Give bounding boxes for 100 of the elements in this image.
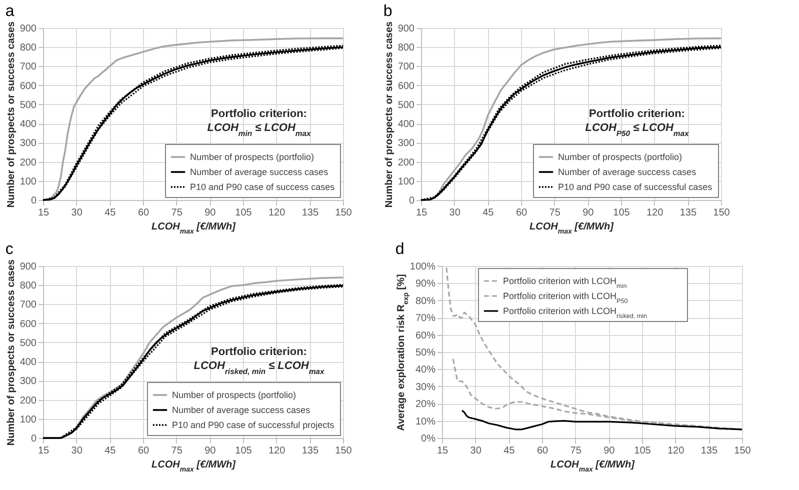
y-tick-label: 100 [20, 176, 37, 188]
y-tick-label: 400 [20, 119, 37, 130]
x-tick-label: 60 [138, 208, 150, 218]
x-tick-label: 15 [38, 208, 50, 218]
y-tick-label: 800 [20, 42, 37, 54]
x-tick-label: 60 [138, 446, 150, 456]
x-tick-label: 45 [104, 208, 116, 218]
x-tick-label: 75 [171, 208, 183, 218]
x-tick-label: 105 [613, 208, 630, 218]
x-tick-label: 60 [516, 208, 528, 218]
x-tick-label: 45 [504, 446, 516, 456]
x-tick-label: 105 [235, 208, 252, 218]
legend-label: Number of average success cases [172, 405, 311, 415]
y-tick-label: 900 [20, 24, 37, 34]
legend-label: Number of prospects (portfolio) [558, 152, 682, 162]
annotation: Portfolio criterion: [211, 346, 307, 358]
x-tick-label: 135 [302, 446, 319, 456]
y-tick-label: 700 [398, 62, 415, 73]
x-tick-label: 45 [482, 208, 494, 218]
chart-title: c [5, 240, 14, 258]
x-tick-label: 75 [549, 208, 561, 218]
legend-label: P10 and P90 case of successful cases [558, 182, 713, 192]
x-tick-label: 150 [734, 446, 752, 456]
y-tick-label: 500 [398, 100, 415, 111]
x-tick-label: 90 [204, 208, 216, 218]
x-tick-label: 120 [646, 208, 664, 218]
x-tick-label: 150 [335, 208, 352, 218]
y-axis-title: Number of prospects or success cases [384, 20, 395, 208]
y-tick-label: 400 [20, 357, 37, 368]
x-tick-label: 90 [604, 446, 616, 456]
x-tick-label: 30 [470, 446, 482, 456]
x-tick-label: 150 [713, 208, 730, 218]
y-tick-label: 600 [398, 80, 415, 92]
y-tick-label: 300 [398, 138, 415, 150]
y-tick-label: 400 [398, 119, 415, 130]
legend-label: Portfolio criterion with LCOH$_{P50}$ [503, 291, 628, 304]
y-tick-label: 0 [30, 196, 37, 206]
y-tick-label: 900 [20, 262, 37, 272]
x-axis-title: LCOH$_{max}$ [€/MWh] [550, 460, 636, 473]
legend-label: Portfolio criterion with LCOH$_{risked, min}$ [503, 306, 648, 320]
chart-title: d [395, 240, 404, 258]
y-axis-title: Number of prospects or success cases [6, 258, 17, 446]
y-tick-label: 80% [415, 296, 436, 307]
y-axis-title: Number of prospects or success cases [6, 20, 17, 208]
annotation: Portfolio criterion: [211, 108, 307, 120]
y-tick-label: 50% [415, 348, 436, 358]
y-tick-label: 10% [415, 416, 436, 428]
y-tick-label: 100 [20, 414, 37, 426]
y-tick-label: 0 [30, 434, 37, 444]
x-tick-label: 90 [582, 208, 594, 218]
chart-title: a [5, 2, 14, 20]
y-tick-label: 300 [20, 138, 37, 150]
x-tick-label: 120 [667, 446, 685, 456]
x-tick-label: 105 [634, 446, 652, 456]
x-axis-title: LCOH$_{max}$ [€/MWh] [529, 222, 614, 235]
y-tick-label: 600 [20, 80, 37, 92]
x-tick-label: 75 [570, 446, 582, 456]
x-tick-label: 135 [302, 208, 319, 218]
y-tick-label: 40% [415, 364, 436, 376]
x-tick-label: 120 [268, 446, 286, 456]
x-tick-label: 30 [449, 208, 461, 218]
x-tick-label: 105 [235, 446, 252, 456]
y-tick-label: 200 [20, 395, 37, 406]
x-tick-label: 75 [171, 446, 183, 456]
annotation: LCOH$_{risked, min}$ ≤ LCOH$_{max}$ [194, 360, 325, 376]
y-tick-label: 0 [408, 196, 415, 206]
legend-label: Portfolio criterion with LCOH$_{min}$ [503, 276, 628, 290]
annotation: LCOH$_{P50}$ ≤ LCOH$_{max}$ [585, 122, 690, 138]
x-tick-label: 150 [335, 446, 352, 456]
legend-label: Number of average success cases [558, 167, 697, 177]
y-tick-label: 60% [415, 330, 436, 342]
x-tick-label: 90 [204, 446, 216, 456]
y-tick-label: 900 [398, 24, 415, 34]
y-tick-label: 200 [398, 157, 415, 168]
x-tick-label: 45 [104, 446, 116, 456]
legend-label: Number of average success cases [190, 167, 329, 177]
annotation: Portfolio criterion: [589, 108, 685, 120]
x-tick-label: 15 [38, 446, 50, 456]
y-tick-label: 20% [415, 399, 436, 410]
y-tick-label: 100 [398, 176, 415, 188]
chart-title: b [383, 2, 392, 20]
y-tick-label: 0% [421, 434, 436, 444]
annotation: LCOH$_{min}$ ≤ LCOH$_{max}$ [207, 122, 312, 138]
y-tick-label: 100% [410, 262, 436, 272]
legend-label: P10 and P90 case of success cases [190, 182, 336, 192]
x-tick-label: 60 [536, 446, 548, 456]
y-tick-label: 30% [415, 382, 436, 393]
y-tick-label: 800 [398, 42, 415, 54]
x-tick-label: 30 [71, 208, 83, 218]
y-tick-label: 600 [20, 318, 37, 330]
x-tick-label: 120 [268, 208, 286, 218]
y-tick-label: 90% [415, 278, 436, 290]
x-tick-label: 135 [700, 446, 718, 456]
legend-label: Number of prospects (portfolio) [190, 152, 314, 162]
x-tick-label: 30 [71, 446, 83, 456]
y-tick-label: 200 [20, 157, 37, 168]
legend-label: P10 and P90 case of successful projects [172, 420, 335, 430]
y-tick-label: 800 [20, 280, 37, 292]
y-tick-label: 70% [415, 313, 436, 324]
y-tick-label: 700 [20, 62, 37, 73]
